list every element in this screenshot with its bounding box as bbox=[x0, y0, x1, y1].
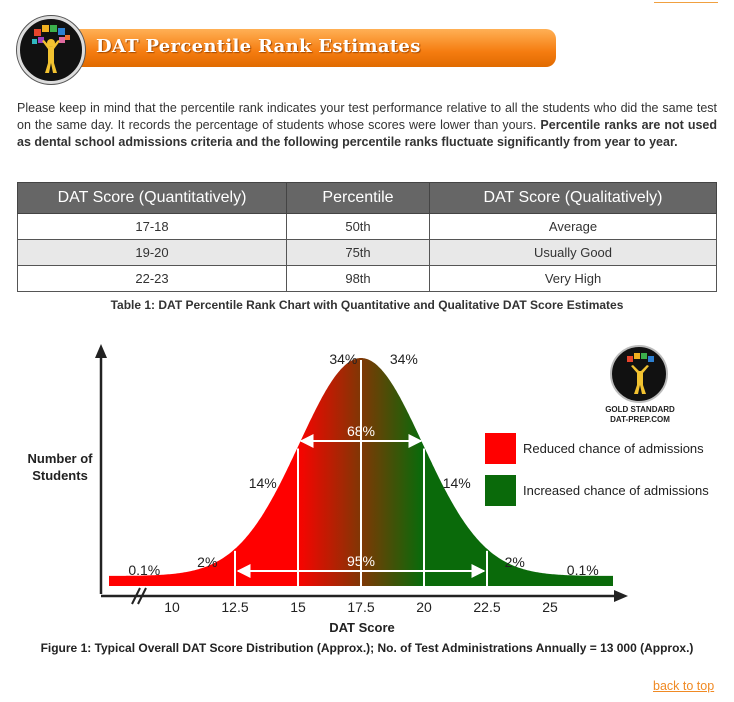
x-tick-label: 15 bbox=[290, 599, 306, 615]
logo-figure-icon bbox=[32, 25, 70, 73]
table-row: 19-20 75th Usually Good bbox=[17, 239, 717, 266]
table-cell: Average bbox=[429, 213, 717, 240]
axis-break-mark bbox=[137, 587, 147, 605]
table-header: DAT Score (Quantitatively) bbox=[17, 182, 287, 214]
table-row: 17-18 50th Average bbox=[17, 213, 717, 240]
range-arrows: 68% 95% bbox=[236, 423, 486, 578]
intro-text: Please keep in mind that the percentile … bbox=[17, 101, 717, 132]
intro-bold-text: Percentile ranks are not used as dental … bbox=[17, 118, 717, 149]
table-cell: 19-20 bbox=[17, 239, 287, 266]
table-row: 22-23 98th Very High bbox=[17, 265, 717, 292]
table-header: DAT Score (Qualitatively) bbox=[429, 182, 717, 214]
intro-paragraph: Please keep in mind that the percentile … bbox=[17, 100, 717, 151]
x-tick-label: 17.5 bbox=[347, 599, 374, 615]
figure-caption: Figure 1: Typical Overall DAT Score Dist… bbox=[40, 641, 694, 655]
gold-standard-logo bbox=[17, 16, 85, 84]
table-cell: 22-23 bbox=[17, 265, 287, 292]
segment-label: 2% bbox=[197, 554, 217, 570]
x-tick-label: 22.5 bbox=[473, 599, 500, 615]
legend-label: Reduced chance of admissions bbox=[523, 441, 704, 456]
table-cell: 75th bbox=[286, 239, 430, 266]
segment-label: 14% bbox=[249, 475, 277, 491]
segment-label: 14% bbox=[443, 475, 471, 491]
table-header: Percentile bbox=[286, 182, 430, 214]
x-axis-label: DAT Score bbox=[329, 620, 395, 635]
page-title: DAT Percentile Rank Estimates bbox=[96, 36, 421, 57]
y-axis-label: Number of bbox=[28, 451, 94, 466]
segment-label: 34% bbox=[390, 351, 418, 367]
y-axis-arrow-icon bbox=[95, 344, 107, 358]
segment-label: 34% bbox=[329, 351, 357, 367]
range-label: 68% bbox=[347, 423, 375, 439]
table-cell: 17-18 bbox=[17, 213, 287, 240]
x-tick-label: 20 bbox=[416, 599, 432, 615]
chart-axes bbox=[95, 344, 628, 605]
x-tick-label: 12.5 bbox=[221, 599, 248, 615]
table-cell: 50th bbox=[286, 213, 430, 240]
chart-logo: GOLD STANDARD DAT-PREP.COM bbox=[605, 345, 675, 424]
segment-label: 2% bbox=[505, 554, 525, 570]
segment-labels: 0.1% 2% 14% 34% 34% 14% 2% 0.1% bbox=[128, 351, 598, 578]
logo-text: GOLD STANDARD bbox=[605, 405, 675, 414]
legend-label: Increased chance of admissions bbox=[523, 483, 709, 498]
back-to-top-link[interactable]: back to top bbox=[653, 679, 715, 693]
legend-swatch bbox=[485, 433, 516, 464]
x-axis-arrow-icon bbox=[614, 590, 628, 602]
chart-legend: Reduced chance of admissions Increased ch… bbox=[485, 433, 709, 506]
segment-label: 0.1% bbox=[567, 562, 599, 578]
logo-text: DAT-PREP.COM bbox=[610, 415, 670, 424]
top-link-fragment[interactable] bbox=[654, 0, 718, 3]
title-banner bbox=[64, 29, 556, 67]
x-tick-labels: 10 12.5 15 17.5 20 22.5 25 bbox=[164, 599, 558, 615]
table-caption: Table 1: DAT Percentile Rank Chart with … bbox=[110, 298, 624, 312]
percentile-table: DAT Score (Quantitatively) Percentile DA… bbox=[17, 182, 717, 292]
table-header-row: DAT Score (Quantitatively) Percentile DA… bbox=[17, 182, 717, 214]
range-label: 95% bbox=[347, 553, 375, 569]
axis-break-mark bbox=[131, 587, 141, 605]
legend-swatch bbox=[485, 475, 516, 506]
x-tick-label: 10 bbox=[164, 599, 180, 615]
score-distribution-chart: 0.1% 2% 14% 34% 34% 14% 2% 0.1% 68% 95% 10 12.5 15… bbox=[28, 344, 709, 635]
x-tick-label: 25 bbox=[542, 599, 558, 615]
table-cell: 98th bbox=[286, 265, 430, 292]
table-cell: Very High bbox=[429, 265, 717, 292]
segment-label: 0.1% bbox=[128, 562, 160, 578]
table-cell: Usually Good bbox=[429, 239, 717, 266]
segment-dividers bbox=[234, 360, 488, 586]
y-axis-label-line2: Students bbox=[32, 468, 88, 483]
